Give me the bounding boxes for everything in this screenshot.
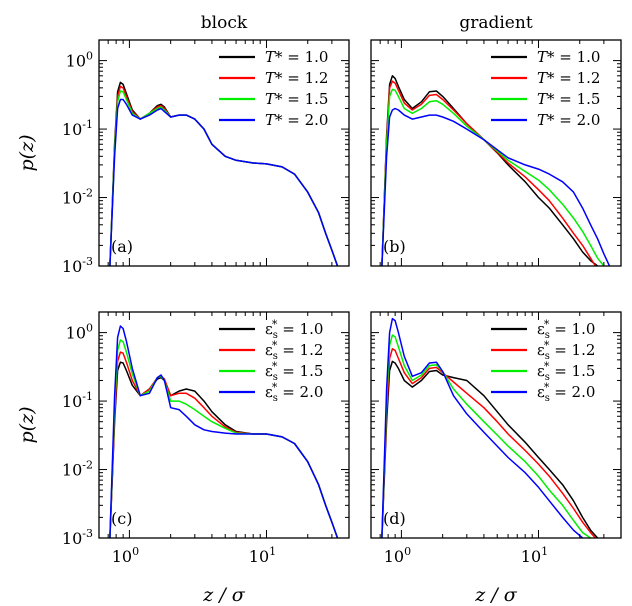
series-line-2.0 [109,98,339,266]
plot-frame [370,39,622,267]
y-tick-label: 10-3 [62,527,93,548]
legend-entry: εs* = 2.0 [265,381,323,404]
legend: T* = 1.0 T* = 1.2 T* = 1.5 T* = 2.0 [491,48,600,129]
legend-entry: εs* = 2.0 [537,381,595,404]
y-axis-label: p(z) [16,135,38,172]
series-line-1.0 [381,360,599,538]
panel-label: (a) [111,237,133,256]
plot-frame [370,311,622,539]
y-tick-label: 10-1 [62,390,93,411]
legend-entry: T* = 1.0 [265,48,328,66]
legend-entry: T* = 1.0 [537,48,600,66]
series-line-1.2 [381,348,596,538]
y-tick-label: 100 [66,50,93,71]
series-line-1.0 [109,81,339,266]
x-tick-label: 101 [521,545,548,566]
series-line-2.0 [109,325,339,538]
x-axis-label: z / σ [474,584,517,606]
series-line-2.0 [381,107,611,266]
legend-entry: T* = 2.0 [265,111,328,129]
legend-entry: εs* = 1.0 [265,318,323,341]
column-title: block [201,13,248,33]
series-line-1.5 [381,88,605,266]
series-group [109,325,339,538]
column-title: gradient [459,13,532,33]
legend-entry: εs* = 1.0 [537,318,595,341]
legend-entry: εs* = 1.5 [537,360,595,383]
legend: T* = 1.0 T* = 1.2 T* = 1.5 T* = 2.0 [219,48,328,129]
legend: εs* = 1.0εs* = 1.2εs* = 1.5εs* = 2.0 [491,318,595,404]
x-tick-label: 100 [112,545,139,566]
legend-entry: T* = 1.5 [537,90,600,108]
legend-entry: εs* = 1.2 [265,339,323,362]
series-group [109,81,339,266]
x-axis-label: z / σ [202,584,245,606]
x-tick-label: 101 [249,545,276,566]
legend-entry: T* = 2.0 [537,111,600,129]
plot-frame [98,39,350,267]
y-tick-label: 10-2 [62,187,93,208]
y-axis-label: p(z) [16,407,38,444]
series-line-1.2 [381,80,597,266]
y-tick-label: 100 [66,322,93,343]
legend-entry: εs* = 1.5 [265,360,323,383]
series-group [381,75,611,266]
series-group [381,317,599,538]
y-tick-label: 10-3 [62,255,93,276]
legend-entry: T* = 1.2 [537,69,600,87]
series-line-2.0 [381,317,584,538]
panel-label: (c) [111,509,132,528]
legend-entry: T* = 1.2 [265,69,328,87]
x-tick-label: 100 [384,545,411,566]
legend: εs* = 1.0εs* = 1.2εs* = 1.5εs* = 2.0 [219,318,323,404]
panel-label: (b) [383,237,406,256]
panel-b: gradient(b)T* = 1.0T* = 1.2T* = 1.5T* = … [370,13,622,267]
series-line-1.5 [381,334,592,538]
y-tick-label: 10-1 [62,118,93,139]
legend-entry: T* = 1.5 [265,90,328,108]
plot-frame [98,311,350,539]
series-line-1.0 [381,75,599,266]
legend-entry: εs* = 1.2 [537,339,595,362]
panel-label: (d) [383,509,406,528]
y-tick-label: 10-2 [62,459,93,480]
